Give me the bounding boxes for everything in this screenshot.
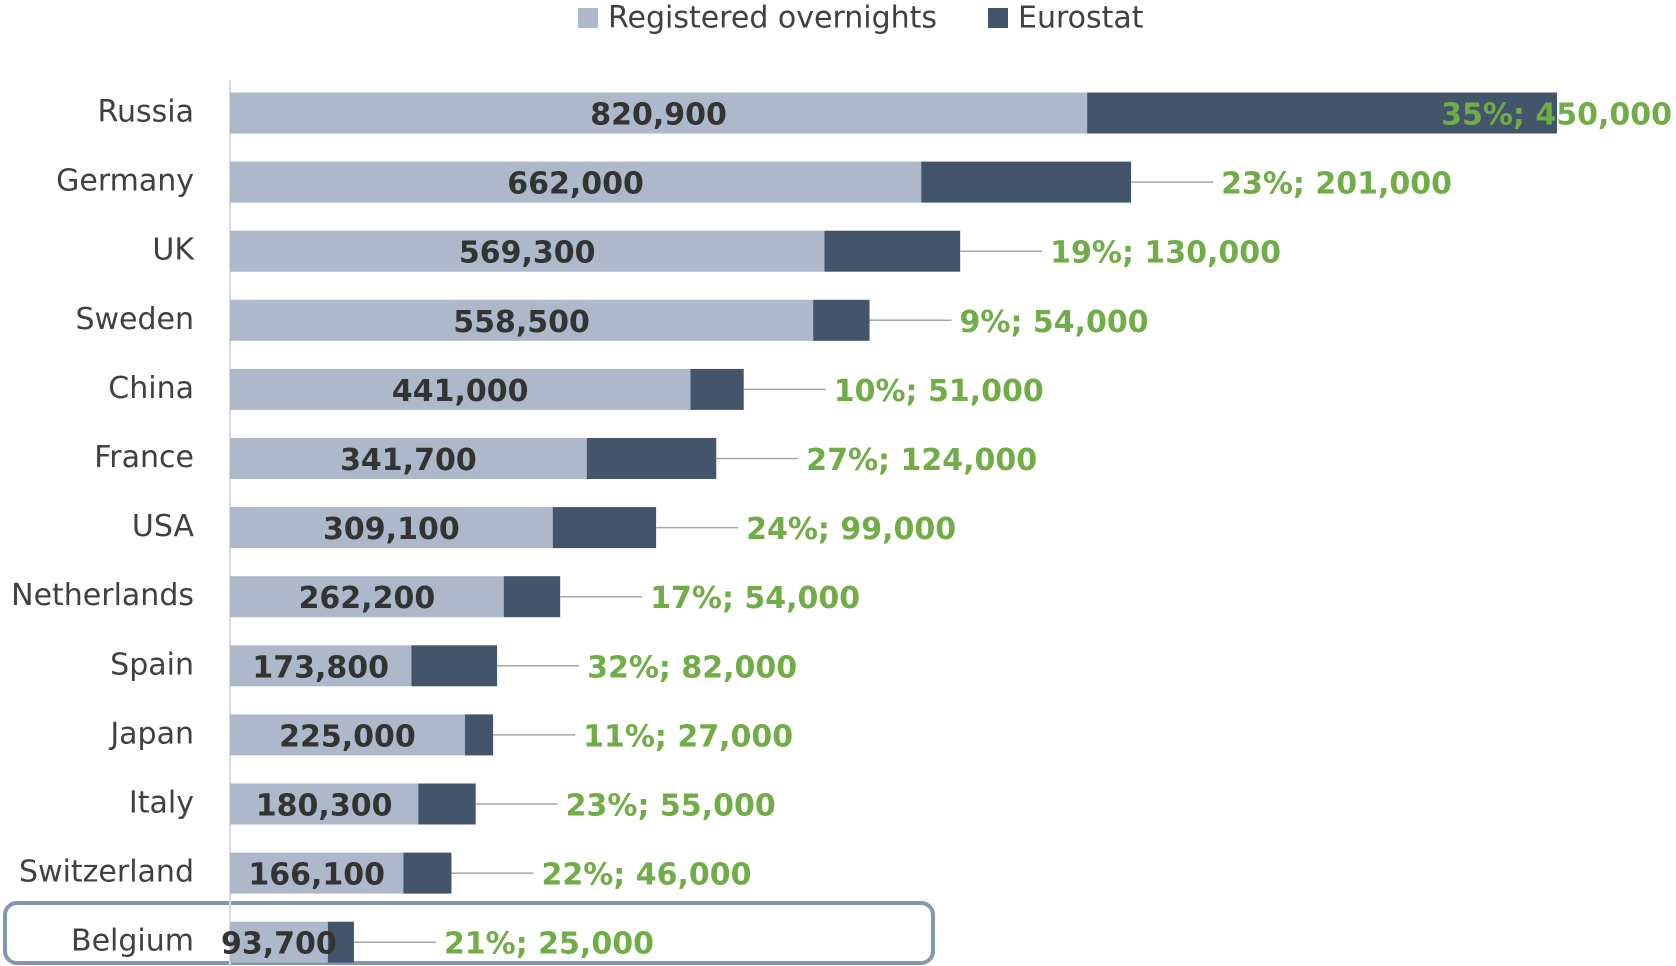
value-label: 35%; 450,000 bbox=[1441, 98, 1672, 133]
bar-segment bbox=[503, 576, 561, 618]
bar-segment bbox=[464, 714, 494, 756]
value-label: 93,700 bbox=[221, 927, 337, 962]
bar-segment bbox=[230, 438, 587, 479]
category-label: Netherlands bbox=[11, 578, 194, 613]
legend-swatch bbox=[578, 8, 598, 28]
bar-segment bbox=[230, 299, 814, 341]
category-label: UK bbox=[152, 233, 195, 268]
bar-segment bbox=[230, 783, 419, 825]
legend-swatch bbox=[988, 8, 1008, 28]
bar-segment bbox=[230, 576, 504, 618]
value-label: 173,800 bbox=[252, 650, 389, 685]
value-label: 309,100 bbox=[323, 512, 460, 547]
value-label: 558,500 bbox=[453, 305, 590, 340]
category-label: Belgium bbox=[71, 924, 194, 959]
bar-segment bbox=[921, 161, 1132, 203]
category-label: Japan bbox=[108, 716, 194, 751]
bar-segment bbox=[813, 299, 870, 341]
bar-segment bbox=[403, 852, 452, 894]
bar-segment bbox=[824, 230, 961, 272]
value-label: 22%; 46,000 bbox=[541, 858, 751, 893]
value-label: 23%; 55,000 bbox=[566, 789, 776, 824]
bar-segment bbox=[230, 852, 404, 894]
bar-segment bbox=[586, 438, 717, 479]
bar-segment bbox=[418, 783, 476, 825]
value-label: 11%; 27,000 bbox=[583, 719, 793, 754]
bar-segment bbox=[552, 507, 657, 549]
category-label: Switzerland bbox=[19, 855, 194, 890]
value-label: 10%; 51,000 bbox=[834, 374, 1044, 409]
value-label: 341,700 bbox=[340, 443, 477, 478]
bar-segment bbox=[230, 230, 825, 272]
value-label: 441,000 bbox=[392, 374, 529, 409]
category-label: Russia bbox=[98, 95, 195, 130]
value-label: 180,300 bbox=[256, 789, 393, 824]
value-label: 9%; 54,000 bbox=[960, 305, 1149, 340]
bar-segment bbox=[230, 645, 412, 687]
category-label: Sweden bbox=[75, 302, 194, 337]
value-label: 662,000 bbox=[507, 167, 644, 202]
value-label: 262,200 bbox=[299, 581, 436, 616]
bar-segment bbox=[690, 368, 744, 410]
bar-segment bbox=[230, 368, 691, 410]
legend-label: Registered overnights bbox=[608, 1, 937, 36]
value-label: 19%; 130,000 bbox=[1050, 236, 1281, 271]
bar-segment bbox=[230, 161, 922, 203]
category-label: Spain bbox=[110, 647, 194, 682]
bar-segment bbox=[230, 921, 328, 963]
highlight-box bbox=[3, 901, 935, 965]
value-label: 166,100 bbox=[248, 858, 385, 893]
value-label: 820,900 bbox=[590, 98, 727, 133]
bar-segment bbox=[411, 645, 498, 687]
category-label: China bbox=[108, 371, 194, 406]
value-label: 24%; 99,000 bbox=[746, 512, 956, 547]
bar-segment bbox=[230, 507, 553, 549]
value-label: 21%; 25,000 bbox=[444, 927, 654, 962]
value-label: 225,000 bbox=[279, 719, 416, 754]
bar-segment bbox=[230, 92, 1088, 134]
value-label: 27%; 124,000 bbox=[806, 443, 1037, 478]
value-label: 17%; 54,000 bbox=[650, 581, 860, 616]
category-label: France bbox=[94, 440, 194, 475]
value-label: 23%; 201,000 bbox=[1221, 167, 1452, 202]
category-label: Germany bbox=[56, 164, 194, 199]
value-label: 569,300 bbox=[459, 236, 596, 271]
bar-segment bbox=[327, 921, 354, 963]
bar-segment bbox=[1087, 92, 1557, 134]
value-label: 32%; 82,000 bbox=[587, 650, 797, 685]
bar-segment bbox=[230, 714, 465, 756]
legend-label: Eurostat bbox=[1018, 1, 1144, 36]
category-label: Italy bbox=[129, 786, 194, 821]
category-label: USA bbox=[132, 509, 195, 544]
